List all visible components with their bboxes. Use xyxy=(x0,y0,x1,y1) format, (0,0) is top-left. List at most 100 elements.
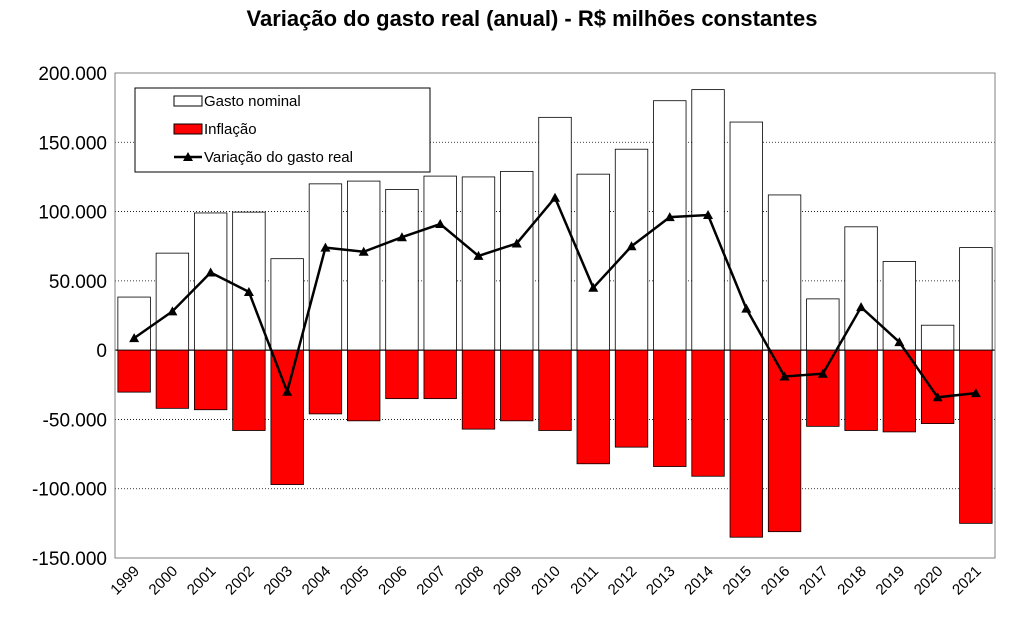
inflacao-bar xyxy=(653,349,687,467)
gasto-nominal-bar xyxy=(767,194,802,351)
x-tick-label: 2000 xyxy=(146,563,182,599)
variacao-point xyxy=(932,392,943,402)
variacao-point xyxy=(511,238,522,248)
x-tick-label: 2016 xyxy=(758,563,794,599)
x-tick-label: 2014 xyxy=(681,563,717,599)
plot-area xyxy=(114,72,996,559)
x-tick-label: 2004 xyxy=(299,563,335,599)
gasto-nominal-bar xyxy=(193,212,228,351)
x-tick-label: 2002 xyxy=(222,563,258,599)
variacao-point xyxy=(435,219,446,229)
y-tick-label: 50.000 xyxy=(49,272,107,293)
variacao-point xyxy=(779,371,790,381)
variacao-point xyxy=(588,282,599,292)
legend-label: Variação do gasto real xyxy=(204,149,353,166)
inflacao-bar xyxy=(614,349,649,448)
variacao-point xyxy=(167,306,178,316)
gasto-nominal-bar xyxy=(155,252,190,351)
inflacao-bar xyxy=(423,349,457,400)
x-tick-label: 1999 xyxy=(107,563,143,599)
x-tick-label: 2020 xyxy=(911,563,947,599)
variacao-point xyxy=(243,286,254,296)
inflacao-bar xyxy=(193,349,228,411)
inflacao-bar xyxy=(882,349,917,433)
variacao-point xyxy=(817,368,828,378)
gasto-nominal-bar xyxy=(500,170,534,351)
gasto-nominal-bar xyxy=(308,183,343,351)
variacao-point xyxy=(894,337,905,347)
inflacao-bar xyxy=(691,349,725,477)
x-tick-label: 2007 xyxy=(413,563,449,599)
variacao-point xyxy=(129,333,140,343)
x-tick-label: 2005 xyxy=(337,563,373,599)
variacao-point xyxy=(320,242,331,252)
inflacao-bar xyxy=(538,349,572,431)
x-tick-label: 2019 xyxy=(873,563,909,599)
y-tick-label: 200.000 xyxy=(38,64,107,85)
inflacao-bar xyxy=(920,349,955,424)
variacao-point xyxy=(970,388,981,398)
gasto-nominal-bar xyxy=(691,89,725,351)
triangle-marker-icon xyxy=(183,152,193,161)
inflacao-bar xyxy=(347,349,381,422)
x-tick-label: 2017 xyxy=(796,563,832,599)
inflacao-bar xyxy=(959,349,993,524)
inflacao-bar xyxy=(308,349,343,415)
x-tick-label: 2009 xyxy=(490,563,526,599)
gasto-nominal-bar xyxy=(232,211,266,351)
gasto-nominal-bar xyxy=(385,188,419,351)
y-tick-label: 0 xyxy=(96,341,107,362)
gasto-nominal-bar xyxy=(461,176,496,351)
y-tick-label: 150.000 xyxy=(38,133,107,154)
inflacao-bar xyxy=(270,349,304,485)
inflacao-bar xyxy=(844,349,878,431)
x-tick-label: 2015 xyxy=(720,563,756,599)
gasto-nominal-bar xyxy=(882,261,917,351)
variacao-point xyxy=(550,192,560,202)
gasto-nominal-bar xyxy=(117,296,151,351)
gasto-nominal-bar xyxy=(729,121,763,351)
legend-swatch-inflacao xyxy=(173,123,203,135)
x-tick-label: 2008 xyxy=(452,563,488,599)
variacao-point xyxy=(856,302,867,312)
variacao-point xyxy=(664,212,675,222)
x-tick-label: 2012 xyxy=(605,563,641,599)
x-tick-label: 2003 xyxy=(260,563,296,599)
inflacao-bar xyxy=(232,349,266,431)
variacao-point xyxy=(396,232,407,242)
x-tick-label: 2006 xyxy=(375,563,411,599)
variacao-point xyxy=(205,267,216,277)
x-tick-label: 2011 xyxy=(567,563,602,598)
x-tick-label: 2010 xyxy=(528,563,564,599)
chart-title: Variação do gasto real (anual) - R$ milh… xyxy=(247,6,818,31)
legend-label: Inflação xyxy=(204,121,257,138)
inflacao-bar xyxy=(576,349,610,465)
variacao-point xyxy=(473,250,484,260)
variacao-point xyxy=(741,303,752,313)
gasto-nominal-bar xyxy=(844,226,878,351)
variacao-point xyxy=(282,386,293,396)
inflacao-bar xyxy=(500,349,534,422)
variacao-point xyxy=(358,246,369,256)
gasto-nominal-bar xyxy=(920,324,955,351)
inflacao-bar xyxy=(729,349,763,538)
x-tick-label: 2013 xyxy=(643,563,679,599)
inflacao-bar xyxy=(117,349,151,393)
inflacao-bar xyxy=(806,349,840,427)
gasto-nominal-bar xyxy=(347,180,381,351)
gasto-nominal-bar xyxy=(538,116,572,351)
gasto-nominal-bar xyxy=(806,298,840,351)
x-tick-label: 2018 xyxy=(834,563,870,599)
y-tick-label: -50.000 xyxy=(43,410,107,431)
variacao-point xyxy=(703,210,714,220)
legend-label: Gasto nominal xyxy=(204,93,301,110)
gasto-nominal-bar xyxy=(423,175,457,351)
x-tick-label: 2021 xyxy=(949,563,985,599)
x-tick-label: 2001 xyxy=(184,563,220,599)
inflacao-bar xyxy=(461,349,496,430)
gasto-nominal-bar xyxy=(270,258,304,351)
y-tick-label: -100.000 xyxy=(32,480,107,501)
y-tick-label: 100.000 xyxy=(38,203,107,224)
legend-swatch-gasto-nominal xyxy=(173,95,203,107)
